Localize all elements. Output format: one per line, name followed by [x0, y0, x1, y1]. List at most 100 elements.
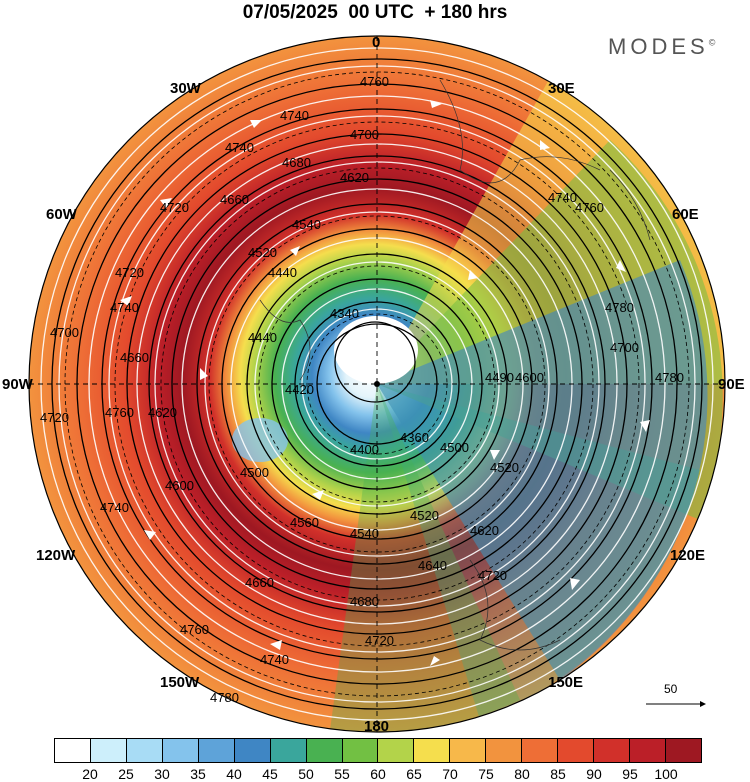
contour-label: 4660	[120, 350, 149, 365]
colorbar-swatch	[306, 739, 343, 762]
contour-label: 4760	[180, 622, 209, 637]
colorbar-tick-label: 95	[622, 766, 638, 782]
contour-label: 4620	[340, 170, 369, 185]
colorbar-tick-label: 90	[586, 766, 602, 782]
coastlines	[259, 79, 651, 651]
contour-label: 4720	[478, 568, 507, 583]
colorbar-tick-label: 40	[226, 766, 242, 782]
contour-label: 4600	[165, 478, 194, 493]
colorbar-swatch	[594, 739, 630, 762]
contour-label: 4520	[410, 508, 439, 523]
colorbar-swatch	[234, 739, 271, 762]
contour-label: 4500	[240, 465, 269, 480]
contour-label: 4560	[290, 515, 319, 530]
longitude-label-30w: 30W	[170, 80, 201, 97]
colorbar	[54, 738, 702, 763]
contour-label: 4640	[418, 558, 447, 573]
contour-label: 4700	[350, 127, 379, 142]
contour-label: 4420	[285, 382, 314, 397]
colorbar-swatch	[522, 739, 559, 762]
contour-label: 4660	[220, 192, 249, 207]
contour-label: 4740	[225, 140, 254, 155]
contour-label: 4780	[655, 370, 684, 385]
colorbar-swatch	[630, 739, 666, 762]
contour-label: 4740	[548, 190, 577, 205]
colorbar-tick-label: 35	[190, 766, 206, 782]
contour-label: 4720	[40, 410, 69, 425]
colorbar-tick-label: 45	[262, 766, 278, 782]
colorbar-tick-label: 20	[82, 766, 98, 782]
contour-label: 4440	[248, 330, 277, 345]
longitude-label-30e: 30E	[548, 80, 575, 97]
contour-label: 4740	[100, 500, 129, 515]
contour-label: 4680	[282, 155, 311, 170]
contour-label: 4760	[360, 74, 389, 89]
colorbar-swatch	[665, 739, 701, 762]
contour-label: 4740	[280, 108, 309, 123]
colorbar-tick-label: 60	[370, 766, 386, 782]
colorbar-swatch	[270, 739, 307, 762]
colorbar-swatch	[198, 739, 235, 762]
contour-label: 4520	[248, 245, 277, 260]
longitude-label-90e: 90E	[718, 376, 745, 393]
colorbar-swatch	[90, 739, 127, 762]
longitude-label-150w: 150W	[160, 674, 200, 691]
colorbar-tick-label: 65	[406, 766, 422, 782]
modes-logo: MODES©	[608, 34, 715, 60]
longitude-label-150e: 150E	[548, 674, 584, 691]
colorbar-tick-label: 50	[298, 766, 314, 782]
contour-label: 4660	[245, 575, 274, 590]
longitude-label-0: 0	[372, 34, 381, 51]
longitude-label-180: 180	[364, 718, 390, 735]
colorbar-tick-label: 25	[118, 766, 134, 782]
colorbar-tick-label: 75	[478, 766, 494, 782]
contour-label: 4740	[260, 652, 289, 667]
contour-label: 4520	[490, 460, 519, 475]
colorbar-swatch	[55, 739, 91, 762]
contour-label: 4720	[115, 265, 144, 280]
contour-label: 4760	[105, 405, 134, 420]
contour-label: 4600	[515, 370, 544, 385]
contour-label: 4680	[350, 594, 379, 609]
contour-label: 4620	[470, 523, 499, 538]
contour-label: 4440	[268, 265, 297, 280]
contour-label: 4700	[50, 325, 79, 340]
contour-label: 4360	[400, 430, 429, 445]
colorbar-tick-label: 100	[654, 766, 678, 782]
graticule	[29, 36, 725, 732]
contour-label: 4500	[440, 440, 469, 455]
colorbar-tick-label: 85	[550, 766, 566, 782]
brand-mark: ©	[708, 37, 716, 48]
contour-label: 4540	[292, 217, 321, 232]
longitude-label-90w: 90W	[2, 376, 33, 393]
colorbar-tick-label: 80	[514, 766, 530, 782]
contour-label: 4720	[365, 633, 394, 648]
longitude-label-60w: 60W	[46, 206, 77, 223]
longitude-label-120w: 120W	[36, 547, 76, 564]
contour-label: 4490	[485, 370, 514, 385]
colorbar-swatch	[558, 739, 595, 762]
colorbar-tick-label: 55	[334, 766, 350, 782]
colorbar-ticks: 20 25 30 35 40 45 50 55 60 65 70 75 80 85 90 95 100	[54, 766, 702, 782]
longitude-label-120e: 120E	[670, 547, 706, 564]
forecast-title: 07/05/2025 00 UTC + 180 hrs	[242, 2, 508, 23]
contour-label: 4340	[330, 306, 359, 321]
colorbar-swatch	[414, 739, 451, 762]
contour-label: 4780	[210, 690, 239, 705]
streamline-arrows	[120, 100, 650, 666]
colorbar-swatch	[162, 739, 199, 762]
colorbar-swatch	[450, 739, 487, 762]
brand-text: MODES	[608, 34, 709, 59]
colorbar-swatch	[342, 739, 379, 762]
contour-label: 4780	[605, 300, 634, 315]
colorbar-swatch	[126, 739, 163, 762]
reference-vector-arrow	[646, 701, 706, 707]
contour-label: 4540	[350, 526, 379, 541]
reference-vector-value: 50	[664, 682, 678, 696]
pole-marker	[374, 381, 380, 387]
colorbar-tick-label: 70	[442, 766, 458, 782]
colorbar-swatch	[378, 739, 415, 762]
contour-label: 4760	[575, 200, 604, 215]
contour-label: 4700	[610, 340, 639, 355]
